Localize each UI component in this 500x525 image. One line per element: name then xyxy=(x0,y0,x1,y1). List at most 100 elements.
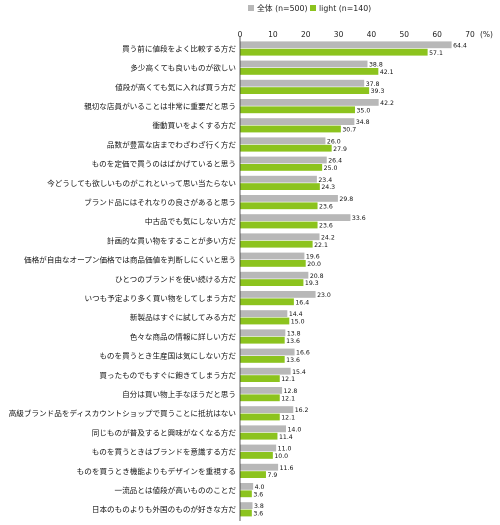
bar-all xyxy=(240,348,295,356)
category-label: 親切な店員がいることは非常に重要だと思う xyxy=(84,101,236,111)
category-label: ものを買うときはブランドを意識する方だ xyxy=(92,447,237,457)
value-labels: 64.4 57.1 38.842.137.839.3 42.2 35.0 34.830.7… xyxy=(253,42,467,517)
category-label: 買う前に値段をよく比較する方だ xyxy=(122,43,236,53)
bar-light xyxy=(240,144,332,152)
bar-all xyxy=(240,195,338,202)
value-label-light: 19.3 xyxy=(305,280,319,287)
value-label-all: 34.8 xyxy=(356,119,370,126)
bar-all xyxy=(240,310,288,317)
value-label-light: 13.6 xyxy=(286,357,300,364)
value-label-light: 10.0 xyxy=(274,453,288,460)
value-label-all: 16.2 xyxy=(295,407,309,414)
category-label: 多少高くても良いものが欲しい xyxy=(130,63,236,73)
bar-all xyxy=(240,406,294,413)
bar-light xyxy=(240,471,266,478)
bar-light xyxy=(240,106,355,114)
bar-light xyxy=(240,298,294,306)
value-label-all: 15.4 xyxy=(292,369,306,376)
value-label-all: 37.8 xyxy=(366,81,380,88)
value-label-light: 7.9 xyxy=(267,472,277,479)
value-label-light: 39.3 xyxy=(371,88,385,95)
value-label-light: 15.0 xyxy=(291,319,305,326)
x-tick-label: 40 xyxy=(367,30,377,39)
category-label: 色々な商品の情報に詳しい方だ xyxy=(130,331,237,341)
bar-all xyxy=(240,444,277,452)
value-label-light: 42.1 xyxy=(380,69,394,76)
category-label: 自分は買い物上手なほうだと思う xyxy=(122,389,236,399)
bar-light xyxy=(240,432,278,440)
x-tick-label: 70 xyxy=(465,30,475,39)
x-tick-label: 20 xyxy=(301,30,311,39)
value-label-all: 3.8 xyxy=(254,503,264,510)
value-label-light: 13.6 xyxy=(286,338,300,345)
category-label: 新製品はすぐに試してみる方だ xyxy=(130,312,236,322)
value-label-light: 30.7 xyxy=(342,127,356,134)
value-label-all: 29.8 xyxy=(339,196,353,203)
category-label: いつも予定より多く買い物をしてしまう方だ xyxy=(85,293,237,303)
bar-all xyxy=(240,271,309,279)
x-tick-label: 60 xyxy=(432,30,442,39)
value-label-all: 11.6 xyxy=(280,465,294,472)
value-label-all: 26.0 xyxy=(327,138,341,145)
value-label-all: 4.0 xyxy=(255,484,265,491)
category-label: 計画的な買い物をすることが多い方だ xyxy=(107,235,236,245)
category-label: 今どうしても欲しいものがこれといって思い当たらない xyxy=(47,178,236,188)
value-label-light: 3.6 xyxy=(253,491,263,498)
bar-light xyxy=(240,68,379,75)
value-label-light: 11.4 xyxy=(279,434,293,441)
value-label-all: 26.4 xyxy=(328,158,342,165)
category-label: 買ったものでもすぐに飽きてしまう方だ xyxy=(99,370,236,380)
legend-swatch-all xyxy=(248,5,254,11)
bar-light xyxy=(240,490,252,498)
bar-all xyxy=(240,41,452,49)
value-label-light: 22.1 xyxy=(314,242,328,249)
bar-light xyxy=(240,164,323,171)
bar-all xyxy=(240,156,327,164)
legend-label-all: 全体 (n=500) xyxy=(257,3,308,13)
bar-light xyxy=(240,317,290,325)
legend-swatch-light xyxy=(310,5,316,11)
bar-all xyxy=(240,502,253,509)
value-label-all: 12.8 xyxy=(284,388,298,395)
bar-all xyxy=(240,367,291,375)
value-label-all: 24.2 xyxy=(321,234,335,241)
bar-all xyxy=(240,118,355,125)
value-label-light: 3.6 xyxy=(253,511,263,518)
value-label-light: 27.9 xyxy=(333,146,347,153)
value-label-light: 23.6 xyxy=(319,223,333,230)
bar-light xyxy=(240,48,428,56)
category-label: 同じものが普及すると興味がなくなる方だ xyxy=(92,427,237,437)
value-label-light: 16.4 xyxy=(295,299,309,306)
bar-all xyxy=(240,214,351,221)
bar-light xyxy=(240,336,285,344)
bar-light xyxy=(240,509,252,517)
bar-all xyxy=(240,99,379,106)
x-axis-ticks: 0 10 20 30 40 50 60 70 xyxy=(238,30,475,39)
value-label-all: 14.4 xyxy=(289,311,303,318)
category-label: 価格が自由なオープン価格では商品価値を判断しにくいと思う xyxy=(24,255,236,265)
bar-light xyxy=(240,240,313,248)
bar-all xyxy=(240,387,283,394)
value-label-all: 33.6 xyxy=(352,215,366,222)
bar-all xyxy=(240,483,254,490)
value-label-light: 12.1 xyxy=(281,376,295,383)
value-label-light: 12.1 xyxy=(281,395,295,402)
bar-light xyxy=(240,87,370,94)
value-label-all: 38.8 xyxy=(369,62,383,69)
x-tick-label: 10 xyxy=(268,30,278,39)
category-label: 一流品とは値段が高いもののことだ xyxy=(115,485,237,495)
bar-all xyxy=(240,463,279,471)
bar-light xyxy=(240,356,285,363)
bar-all xyxy=(240,60,368,68)
bar-all xyxy=(240,175,317,183)
bar-all xyxy=(240,329,286,337)
bar-all xyxy=(240,425,286,433)
value-label-all: 11.0 xyxy=(278,446,292,453)
value-label-light: 35.0 xyxy=(357,107,371,114)
value-label-all: 42.2 xyxy=(380,100,394,107)
bar-light xyxy=(240,394,280,402)
value-label-light: 12.1 xyxy=(281,415,295,422)
value-label-all: 23.0 xyxy=(317,292,331,299)
